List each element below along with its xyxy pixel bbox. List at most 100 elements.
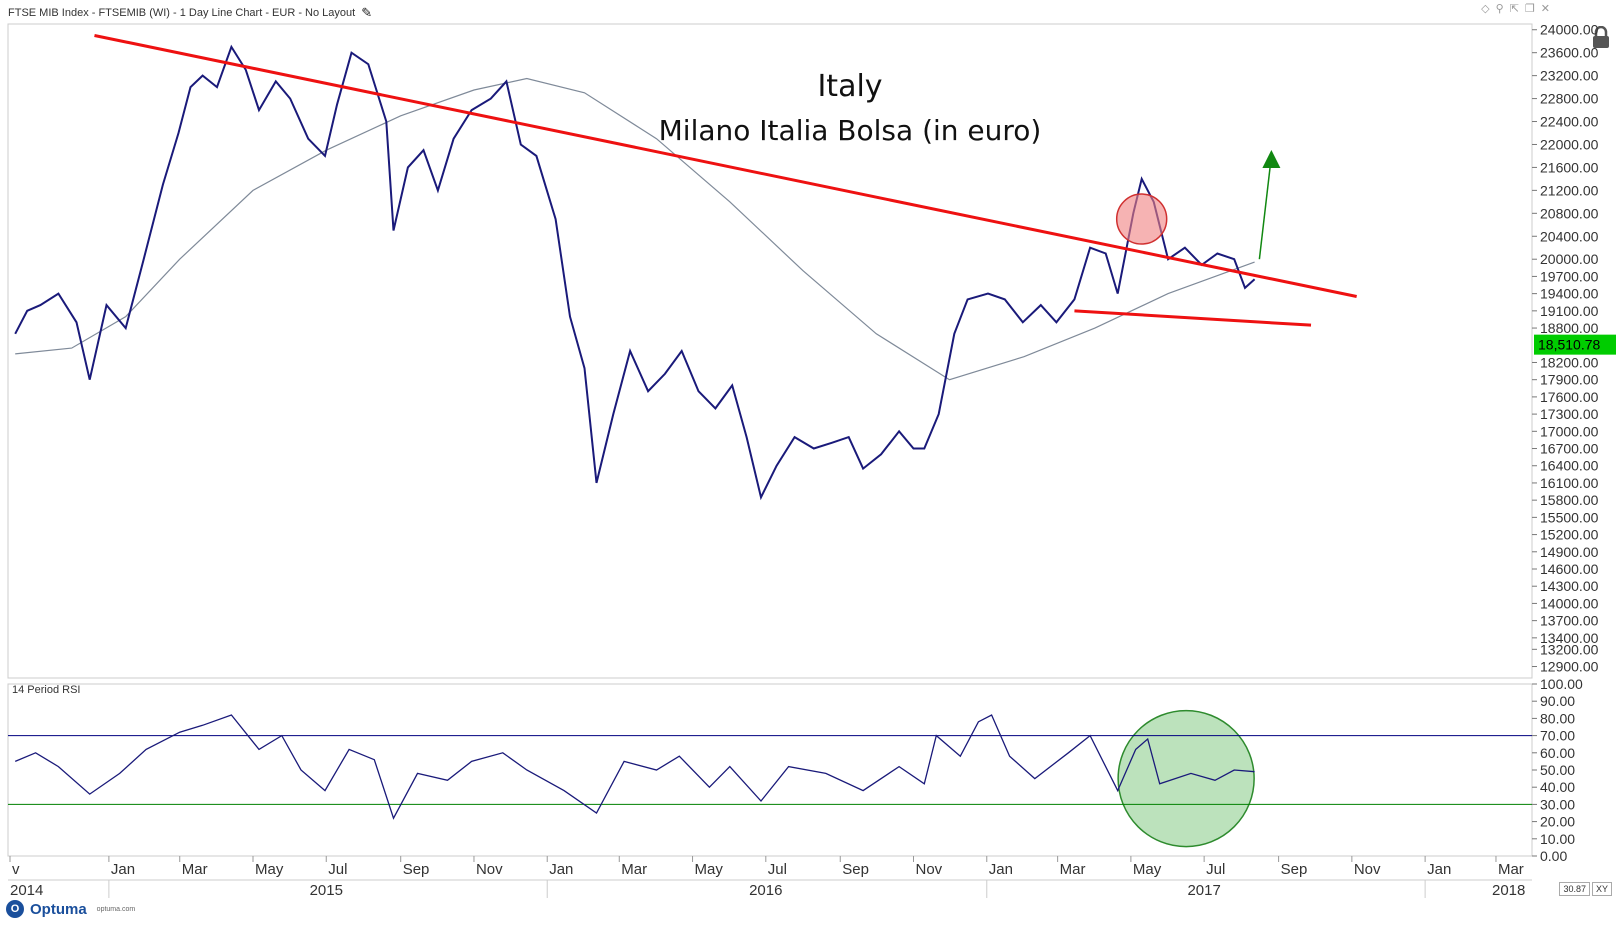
- price-axis-label: 17900.00: [1540, 372, 1599, 388]
- chart-annotation-title: Italy: [817, 69, 882, 104]
- chart-title: FTSE MIB Index - FTSEMIB (WI) - 1 Day Li…: [8, 7, 356, 19]
- rsi-line: [14, 714, 1255, 820]
- rsi-axis-label: 40.00: [1540, 779, 1575, 795]
- price-axis-label: 23200.00: [1540, 68, 1599, 84]
- price-axis-label: 17600.00: [1540, 389, 1599, 405]
- chart-frame: [7, 23, 1533, 857]
- price-panel: [14, 34, 1357, 501]
- year-label: 2018: [1492, 882, 1525, 899]
- rsi-axis-label: 10.00: [1540, 831, 1575, 847]
- close-icon[interactable]: ✕: [1540, 3, 1550, 15]
- last-price-value: 18,510.78: [1538, 337, 1600, 353]
- price-axis-label: 15500.00: [1540, 509, 1599, 525]
- month-label: Jan: [1427, 861, 1451, 878]
- month-label: Mar: [182, 861, 208, 878]
- month-label: Mar: [1060, 861, 1086, 878]
- price-axis-label: 15800.00: [1540, 492, 1599, 508]
- rsi-axis-label: 100.00: [1540, 676, 1583, 692]
- price-axis-label: 23600.00: [1540, 45, 1599, 61]
- price-axis-label: 22400.00: [1540, 114, 1599, 130]
- month-label: Jul: [328, 861, 347, 878]
- brand-url: optuma.com: [96, 905, 136, 913]
- price-axis-label: 20400.00: [1540, 228, 1599, 244]
- brand-footer: O Optuma optuma.com: [6, 900, 135, 918]
- month-label: Nov: [476, 861, 503, 878]
- price-chart[interactable]: 24000.00 23600.00 23200.00 22800.00 22400.00…: [0, 0, 1620, 900]
- price-axis-label: 13700.00: [1540, 613, 1599, 629]
- price-axis-label: 21200.00: [1540, 182, 1599, 198]
- price-axis-label: 20000.00: [1540, 251, 1599, 267]
- month-label: Jul: [768, 861, 787, 878]
- month-label: Mar: [621, 861, 647, 878]
- month-label: Jan: [989, 861, 1013, 878]
- year-label: 2017: [1187, 882, 1220, 899]
- rsi-axis-label: 0.00: [1540, 848, 1567, 864]
- chart-annotation-subtitle: Milano Italia Bolsa (in euro): [659, 114, 1042, 147]
- pin-icon[interactable]: ⚲: [1495, 3, 1504, 15]
- rsi-axis-label: 30.00: [1540, 796, 1575, 812]
- xy-toggle[interactable]: XY: [1591, 882, 1612, 896]
- chart-header: FTSE MIB Index - FTSEMIB (WI) - 1 Day Li…: [8, 2, 372, 24]
- rsi-axis-label: 80.00: [1540, 710, 1575, 726]
- month-label: Sep: [403, 861, 430, 878]
- price-axis-label: 16700.00: [1540, 441, 1599, 457]
- price-axis-label: 16400.00: [1540, 458, 1599, 474]
- price-axis-label: 22000.00: [1540, 136, 1599, 152]
- month-label: Mar: [1498, 861, 1524, 878]
- month-label: Nov: [916, 861, 943, 878]
- pencil-icon[interactable]: ✎: [361, 5, 373, 20]
- price-axis-label: 22800.00: [1540, 91, 1599, 107]
- moving-average-line: [15, 77, 1255, 381]
- price-axis-label: 20800.00: [1540, 205, 1599, 221]
- diamond-icon[interactable]: ◇: [1481, 3, 1490, 15]
- price-axis-label: 15200.00: [1540, 527, 1599, 543]
- zoom-controls: 30.87 XY: [1559, 882, 1612, 896]
- brand-name: Optuma: [30, 900, 87, 918]
- resistance-trendline: [94, 34, 1357, 298]
- price-panel-border: [7, 23, 1533, 679]
- month-label: Sep: [842, 861, 869, 878]
- price-axis-label: 16100.00: [1540, 475, 1599, 491]
- rsi-axis-label: 70.00: [1540, 728, 1575, 744]
- rsi-axis-label: 50.00: [1540, 762, 1575, 778]
- lock-icon[interactable]: [1590, 26, 1612, 50]
- optuma-logo-icon: O: [6, 900, 24, 918]
- price-line: [14, 44, 1256, 501]
- up-arrow-head: [1262, 149, 1281, 168]
- price-axis-label: 14000.00: [1540, 595, 1599, 611]
- month-label: Sep: [1281, 861, 1308, 878]
- month-label: May: [255, 861, 284, 878]
- month-label: Nov: [1354, 861, 1381, 878]
- price-axis-label: 13200.00: [1540, 641, 1599, 657]
- price-axis-label: 24000.00: [1540, 22, 1599, 38]
- rsi-axis-label: 60.00: [1540, 745, 1575, 761]
- price-axis-label: 18200.00: [1540, 354, 1599, 370]
- price-axis-label: 12900.00: [1540, 659, 1599, 675]
- year-label: 2015: [310, 882, 343, 899]
- price-axis-label: 21600.00: [1540, 159, 1599, 175]
- rsi-label: 14 Period RSI: [12, 684, 80, 696]
- breakout-highlight-circle: [1115, 193, 1168, 245]
- price-axis-label: 17000.00: [1540, 423, 1599, 439]
- rsi-panel-border: [7, 683, 1533, 857]
- price-axis-label: 19100.00: [1540, 303, 1599, 319]
- up-arrow-shaft: [1258, 155, 1273, 260]
- support-trendline: [1074, 309, 1312, 327]
- rsi-highlight-circle: [1117, 709, 1255, 848]
- price-axis-label: 19700.00: [1540, 268, 1599, 284]
- price-axis-label: 19400.00: [1540, 286, 1599, 302]
- chart-axes: 24000.00 23600.00 23200.00 22800.00 22400.00…: [8, 22, 1616, 899]
- year-label: 2016: [749, 882, 782, 899]
- month-label: Jan: [111, 861, 135, 878]
- month-label: May: [695, 861, 724, 878]
- price-axis-label: 17300.00: [1540, 406, 1599, 422]
- price-axis-label: 14600.00: [1540, 561, 1599, 577]
- price-axis-label: 18800.00: [1540, 320, 1599, 336]
- month-label: Jul: [1206, 861, 1225, 878]
- restore-icon[interactable]: ❐: [1524, 3, 1535, 15]
- rsi-axis-label: 20.00: [1540, 814, 1575, 830]
- month-label: v: [12, 861, 20, 878]
- month-label: May: [1133, 861, 1162, 878]
- zoom-value[interactable]: 30.87: [1559, 882, 1590, 896]
- detach-icon[interactable]: ⇱: [1509, 3, 1519, 15]
